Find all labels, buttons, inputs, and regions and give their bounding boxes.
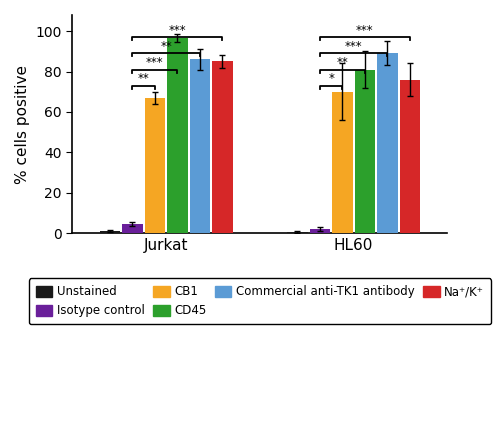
Bar xyxy=(100,231,120,233)
Text: *: * xyxy=(328,72,334,85)
Bar xyxy=(212,62,233,233)
Text: ***: *** xyxy=(345,40,362,53)
Text: ***: *** xyxy=(356,23,374,36)
Bar xyxy=(332,92,352,233)
Y-axis label: % cells positive: % cells positive xyxy=(15,65,30,184)
Legend: Unstained, Isotype control, CB1, CD45, Commercial anti-TK1 antibody, Na⁺/K⁺: Unstained, Isotype control, CB1, CD45, C… xyxy=(28,278,491,324)
Bar xyxy=(400,79,420,233)
Text: **: ** xyxy=(138,72,149,85)
Text: ***: *** xyxy=(146,56,164,69)
Bar xyxy=(190,59,210,233)
Text: **: ** xyxy=(336,56,348,69)
Bar xyxy=(287,232,308,233)
Bar xyxy=(310,229,330,233)
Text: **: ** xyxy=(160,40,172,53)
Bar xyxy=(167,38,188,233)
Bar xyxy=(144,98,165,233)
Bar xyxy=(377,53,398,233)
Bar xyxy=(354,69,375,233)
Text: ***: *** xyxy=(168,23,186,36)
Bar xyxy=(122,224,142,233)
